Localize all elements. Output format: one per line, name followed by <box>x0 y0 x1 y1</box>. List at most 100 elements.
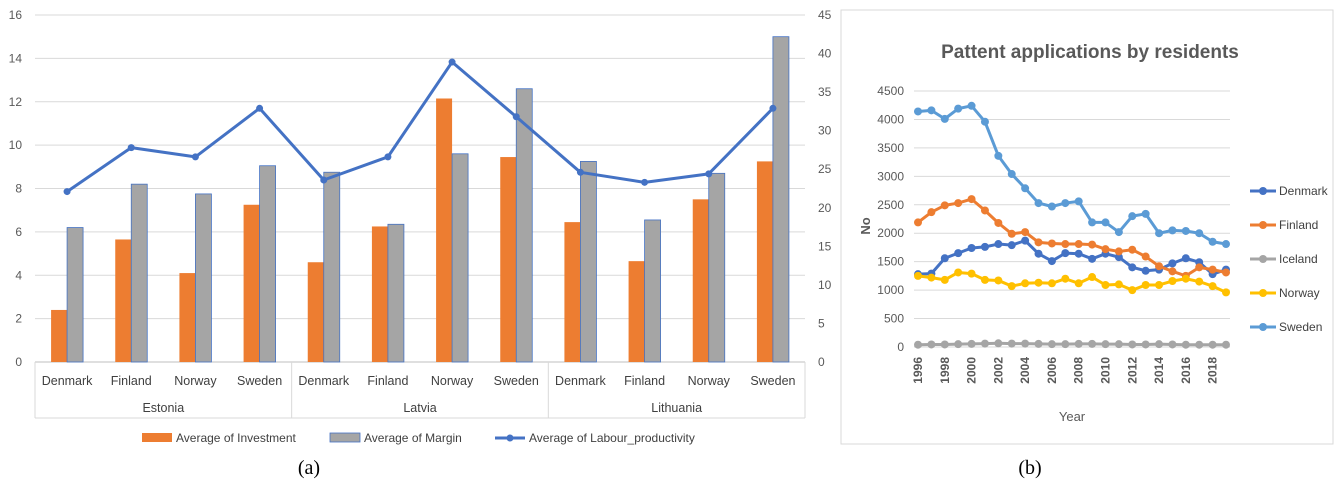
series-point <box>1021 279 1030 288</box>
margin-bar <box>387 223 405 363</box>
series-point <box>1168 259 1177 268</box>
legend-finland-marker <box>1259 221 1267 229</box>
series-norway <box>914 268 1230 297</box>
chart-b-title: Pattent applications by residents <box>941 42 1239 63</box>
series-point <box>1034 238 1043 247</box>
left-axis-tick-label: 0 <box>15 355 22 369</box>
series-point <box>1061 249 1070 258</box>
labour-productivity-point <box>127 144 135 152</box>
chart-b-series <box>914 101 1230 349</box>
x-axis-tick-label: 2004 <box>1018 357 1032 384</box>
chart-a-line-series <box>63 58 777 196</box>
series-point <box>994 218 1003 227</box>
y-axis-tick-label: 1000 <box>877 283 904 297</box>
left-axis-tick-label: 8 <box>15 182 22 196</box>
series-point <box>1181 274 1190 283</box>
series-point <box>980 339 989 348</box>
legend-investment-swatch <box>142 433 172 442</box>
chart-b-x-axis: 1996 1998 2000 2002 2004 2006 2008 2010 2012 2014… <box>911 357 1220 384</box>
series-point <box>1181 226 1190 235</box>
chart-b-x-axis-label: Year <box>1059 409 1086 424</box>
series-point <box>1181 254 1190 263</box>
legend-iceland-label: Iceland <box>1279 252 1318 266</box>
chart-a-legend: Average of Investment Average of Margin Av… <box>142 431 695 445</box>
group-label: Lithuania <box>651 401 702 415</box>
category-label: Finland <box>367 374 408 388</box>
category-label: Denmark <box>42 374 93 388</box>
series-finland <box>914 195 1230 280</box>
margin-bar <box>130 183 148 363</box>
series-point <box>927 106 936 115</box>
right-axis-tick-label: 45 <box>818 8 832 22</box>
series-point <box>1074 339 1083 348</box>
series-point <box>994 276 1003 285</box>
series-point <box>1007 170 1016 179</box>
series-point <box>1222 268 1230 277</box>
chart-a-category-axis: Denmark Finland Norway Sweden Denmark Finland… <box>34 362 806 419</box>
series-point <box>1114 247 1123 256</box>
legend-norway-label: Norway <box>1279 286 1320 300</box>
investment-bar <box>756 161 773 362</box>
series-point <box>1088 339 1097 348</box>
legend-labour-label: Average of Labour_productivity <box>529 431 695 445</box>
right-axis-tick-label: 30 <box>818 124 832 138</box>
chart-b-y-axis: 0 500 1000 1500 2000 2500 3000 3500 4000 4500 <box>877 84 904 354</box>
labour-productivity-point <box>512 113 520 121</box>
labour-productivity-point <box>63 188 71 196</box>
category-label: Norway <box>688 374 731 388</box>
margin-bar <box>259 165 276 363</box>
x-axis-tick-label: 2006 <box>1045 357 1059 384</box>
series-point <box>927 340 936 349</box>
chart-a-gridlines <box>35 14 805 363</box>
series-line <box>917 341 1226 347</box>
category-label: Denmark <box>298 374 349 388</box>
series-point <box>954 268 963 277</box>
series-point <box>927 208 936 217</box>
series-point <box>1168 277 1177 286</box>
series-point <box>1168 267 1177 276</box>
margin-bar <box>515 88 533 363</box>
series-point <box>1021 184 1030 193</box>
series-point <box>1061 274 1070 283</box>
series-point <box>927 273 936 282</box>
series-point <box>914 107 922 116</box>
margin-bar <box>708 172 726 363</box>
left-axis-tick-label: 2 <box>15 312 22 326</box>
legend-denmark-marker <box>1259 187 1267 195</box>
labour-productivity-point <box>641 178 649 186</box>
series-point <box>1007 339 1016 348</box>
category-label: Finland <box>111 374 152 388</box>
series-point <box>1195 277 1204 286</box>
y-axis-tick-label: 2500 <box>877 198 904 212</box>
series-point <box>1168 340 1177 349</box>
series-point <box>940 340 949 349</box>
group-label: Estonia <box>142 401 184 415</box>
series-point <box>1034 339 1043 348</box>
legend-investment-label: Average of Investment <box>176 431 297 445</box>
series-point <box>1114 228 1123 237</box>
investment-bar <box>51 309 68 362</box>
category-label: Sweden <box>494 374 539 388</box>
x-axis-tick-label: 2016 <box>1179 357 1193 384</box>
chart-b-legend: Denmark Finland Iceland Norway Sweden <box>1250 184 1329 334</box>
series-point <box>1047 202 1056 211</box>
series-point <box>1034 278 1043 287</box>
series-point <box>1114 340 1123 349</box>
series-point <box>1074 249 1083 258</box>
legend-margin-swatch <box>329 432 361 443</box>
left-axis-tick-label: 16 <box>9 8 23 22</box>
x-axis-tick-label: 2008 <box>1072 357 1086 384</box>
y-axis-tick-label: 500 <box>884 312 904 326</box>
series-point <box>914 271 922 280</box>
series-point <box>914 340 922 349</box>
legend-sweden-marker <box>1259 323 1267 331</box>
legend-denmark-label: Denmark <box>1279 184 1329 198</box>
investment-bar <box>115 239 132 362</box>
right-axis-tick-label: 40 <box>818 47 832 61</box>
y-axis-tick-label: 3000 <box>877 169 904 183</box>
chart-a-bars <box>51 36 790 363</box>
series-point <box>1074 197 1083 206</box>
series-point <box>954 340 963 349</box>
chart-b-border <box>840 9 1334 445</box>
